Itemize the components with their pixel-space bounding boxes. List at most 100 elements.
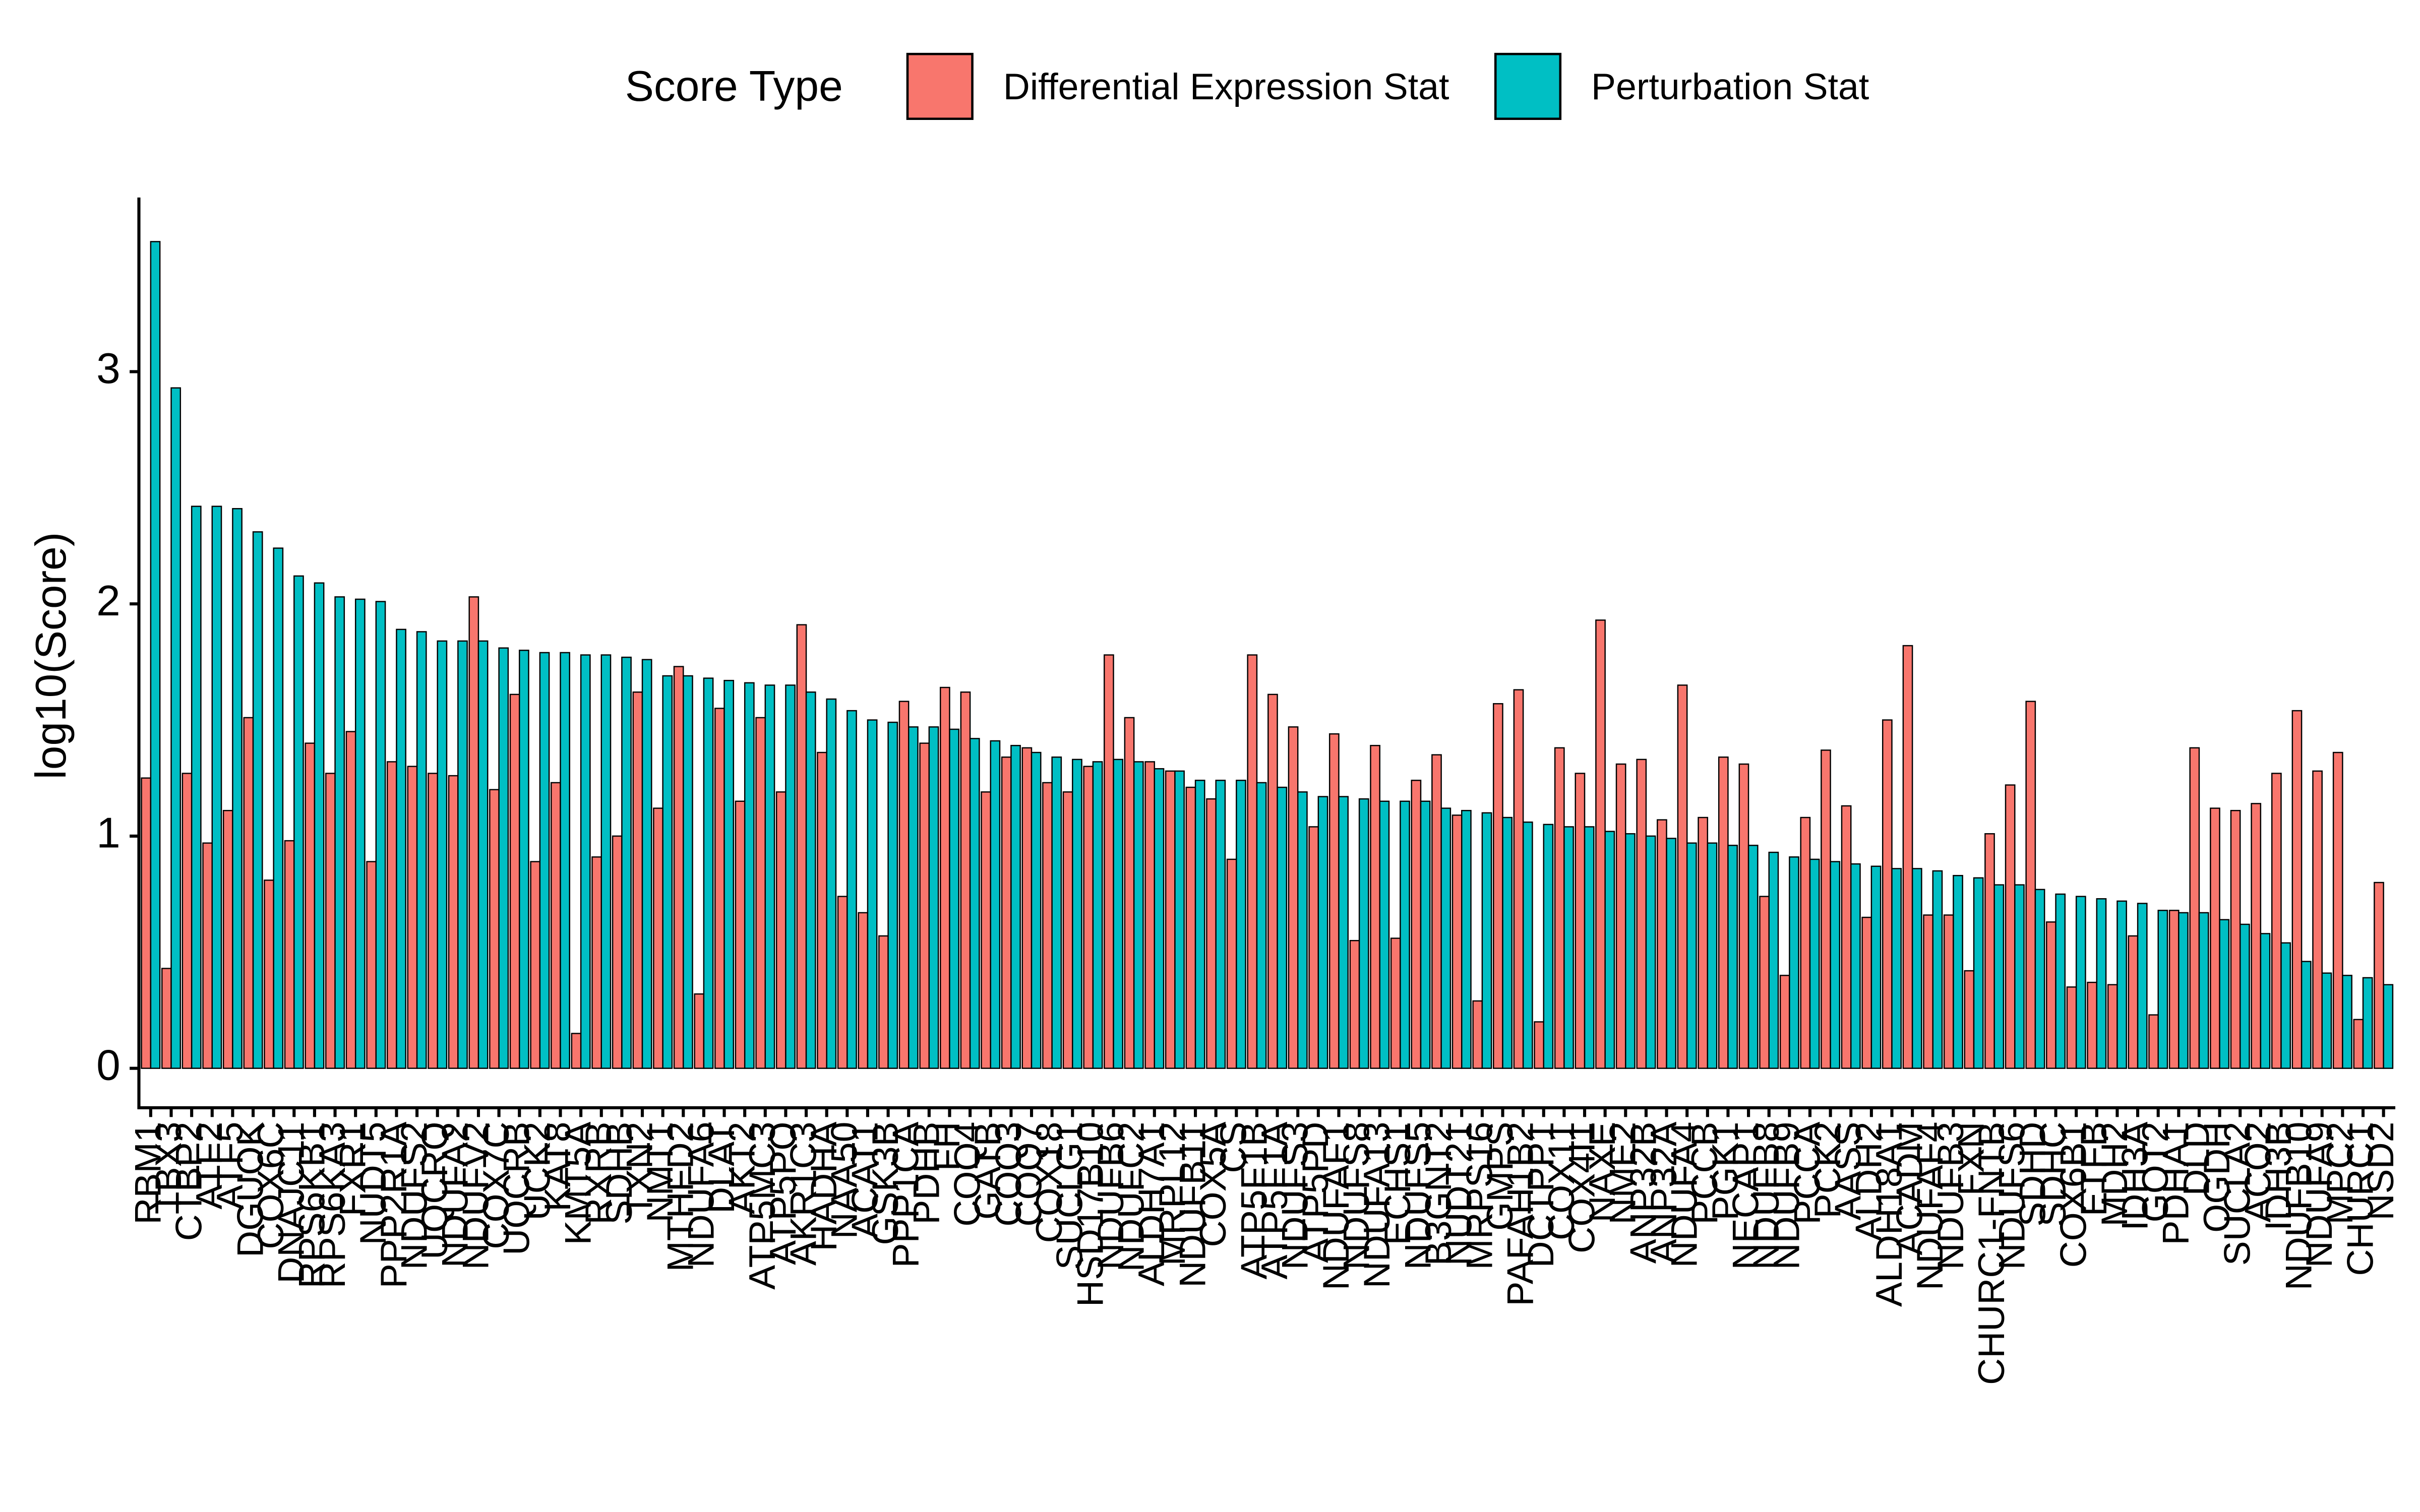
x-tick-label: TXN2: [618, 1122, 660, 1217]
y-axis-label: log10(Score): [27, 532, 75, 780]
bar: [1973, 877, 1984, 1069]
bar: [396, 628, 406, 1069]
legend-label: Differential Expression Stat: [1003, 66, 1449, 107]
bar: [1747, 845, 1759, 1069]
x-tick-label: NDUFS2: [393, 1122, 435, 1270]
bar: [1247, 654, 1258, 1069]
bar: [1759, 896, 1770, 1069]
bar: [1042, 782, 1053, 1069]
x-tick-label: NDUFS8: [1336, 1122, 1377, 1270]
bar: [366, 861, 377, 1069]
bar: [2301, 961, 2312, 1069]
bar: [498, 647, 509, 1069]
legend-swatch: [1494, 52, 1562, 120]
bar: [182, 773, 193, 1069]
x-tick-label: COX7C: [475, 1122, 517, 1249]
bar: [2383, 984, 2394, 1069]
bar: [653, 807, 663, 1069]
x-tick-label: SDHB: [598, 1122, 640, 1225]
x-tick-label: MPC2: [2319, 1122, 2361, 1225]
bar: [919, 742, 930, 1069]
bar: [1984, 833, 1995, 1069]
bar: [293, 575, 304, 1069]
x-tick-label: ACO2: [2236, 1122, 2278, 1223]
x-tick-label: NDUFB11: [1171, 1122, 1213, 1288]
x-tick-label: NME2: [1602, 1122, 1644, 1225]
bar: [1472, 1000, 1483, 1069]
bar: [2168, 910, 2180, 1069]
bar: [1165, 770, 1176, 1069]
bar: [1686, 842, 1697, 1069]
bar: [2178, 912, 2189, 1069]
x-tick-label: COQ4: [946, 1122, 988, 1227]
x-tick-label: ACAT1: [843, 1122, 885, 1238]
bar: [1850, 863, 1861, 1069]
x-tick-label: NDUFB10: [2278, 1122, 2320, 1291]
x-tick-label: AKR1C3: [782, 1122, 824, 1266]
x-tick-label: UQCRQ: [413, 1122, 455, 1259]
bar: [1809, 858, 1820, 1069]
bar: [2116, 900, 2127, 1069]
bar: [805, 691, 816, 1069]
bar: [1124, 717, 1135, 1069]
bar: [468, 596, 479, 1069]
x-tick-label: NDUFA9: [2298, 1122, 2340, 1268]
x-tick-label: GOT2: [2134, 1122, 2176, 1223]
x-tick-label: NDUFS3: [1274, 1122, 1316, 1270]
x-tick-label: FH: [926, 1122, 967, 1171]
bar: [1882, 719, 1893, 1069]
bar: [1993, 884, 2005, 1069]
bar: [621, 656, 632, 1069]
x-tick-label: NDUFV2: [454, 1122, 496, 1270]
bar: [571, 1033, 582, 1069]
bar: [2219, 919, 2230, 1069]
bar: [550, 782, 561, 1069]
bar: [744, 682, 755, 1069]
bar: [243, 717, 254, 1069]
bar: [1031, 751, 1042, 1069]
x-tick-label: MTHFD2: [659, 1122, 701, 1272]
bar: [600, 654, 612, 1069]
bar: [2332, 751, 2343, 1069]
bar: [1902, 645, 1913, 1069]
bar: [1657, 819, 1667, 1069]
bar: [1943, 914, 1954, 1069]
bar: [1226, 858, 1237, 1069]
bar: [1768, 851, 1779, 1069]
bar: [2034, 889, 2045, 1069]
bar: [1923, 914, 1933, 1069]
bar: [2374, 881, 2384, 1069]
bar: [1206, 798, 1217, 1069]
bar: [858, 912, 869, 1069]
bar: [1522, 822, 1533, 1069]
x-tick-label: DNAJC11: [270, 1122, 312, 1284]
x-tick-label: COX6B1: [2052, 1122, 2094, 1268]
x-tick-label: AASS: [1827, 1122, 1869, 1221]
x-tick-label: NDUFA6: [680, 1122, 721, 1268]
bar: [2128, 935, 2139, 1069]
bar: [735, 800, 746, 1069]
bar: [2210, 807, 2220, 1069]
bar: [1461, 809, 1472, 1069]
bar: [1677, 684, 1688, 1069]
bar: [1502, 816, 1513, 1069]
x-tick-label: COX4I1: [1560, 1122, 1602, 1253]
bar: [641, 659, 652, 1069]
bar: [448, 775, 459, 1069]
x-tick-label: PDHB: [905, 1122, 947, 1225]
x-tick-label: ACADM: [1889, 1122, 1930, 1255]
bar: [1113, 759, 1124, 1069]
bar: [560, 652, 571, 1069]
x-tick-label: CHURC1: [2339, 1122, 2381, 1276]
x-tick-label: NDUFA4: [1663, 1122, 1705, 1268]
bar: [1010, 744, 1021, 1069]
bar: [1738, 763, 1749, 1069]
bar: [2055, 893, 2066, 1069]
bar: [386, 761, 397, 1069]
x-tick-label: COQ7: [1007, 1122, 1049, 1227]
x-tick-label: UCK2: [516, 1122, 558, 1221]
bar: [1317, 796, 1328, 1069]
x-tick-label: FXR1: [332, 1122, 374, 1217]
bar: [1104, 654, 1114, 1069]
bar: [2025, 701, 2036, 1069]
